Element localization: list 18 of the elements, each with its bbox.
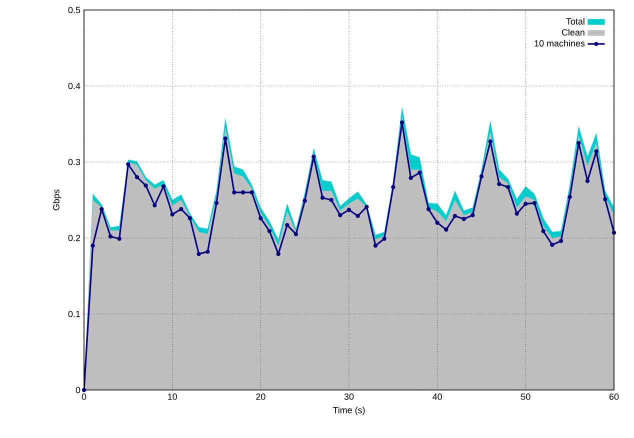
legend-label: 10 machines — [534, 40, 585, 47]
y-tick-label: 0.2 — [68, 234, 80, 242]
y-tick-label: 0.3 — [68, 158, 80, 166]
y-tick-label: 0.5 — [68, 6, 80, 14]
y-tick-label: 0.1 — [68, 310, 80, 318]
legend-label: Clean — [562, 28, 584, 36]
x-tick-label: 0 — [82, 394, 86, 400]
x-axis-title: Time (s) — [332, 406, 365, 416]
x-tick-label: 40 — [432, 394, 442, 400]
y-tick-label: 0.4 — [68, 82, 80, 90]
y-axis-title: Gbps — [52, 190, 62, 210]
x-tick-label: 50 — [521, 394, 530, 400]
x-tick-label: 60 — [609, 394, 619, 400]
x-tick-label: 10 — [168, 394, 177, 400]
x-tick-label: 20 — [256, 394, 266, 400]
y-tick-label: 0 — [76, 386, 80, 394]
legend-label: Total — [566, 18, 584, 25]
x-tick-label: 30 — [344, 394, 354, 400]
